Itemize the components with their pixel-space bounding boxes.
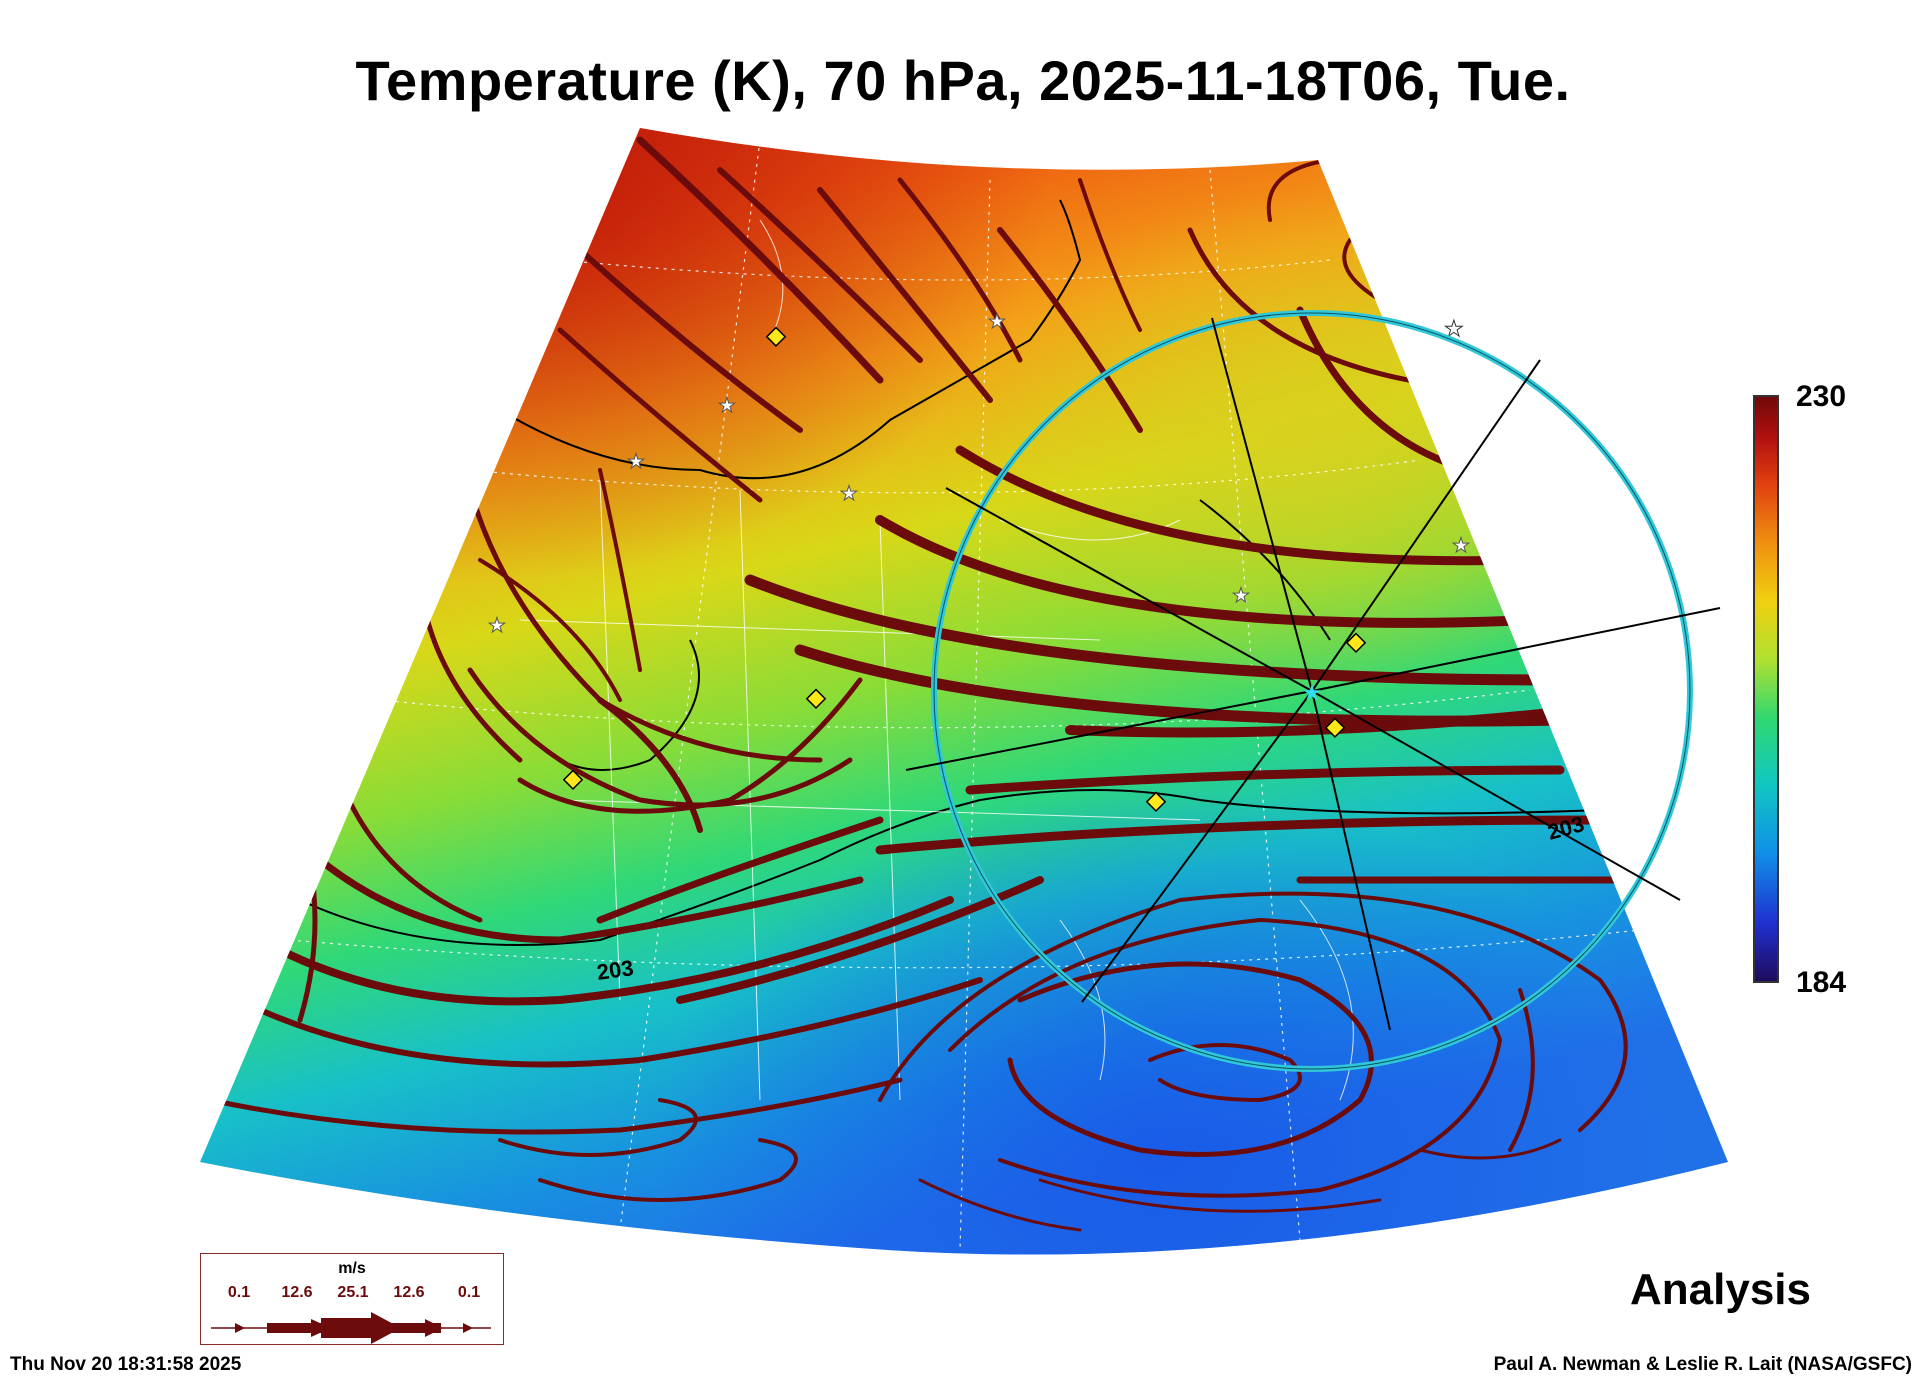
legend-value-5: 0.1 <box>457 1284 481 1301</box>
svg-text:★: ★ <box>988 311 1006 333</box>
map-title: Temperature (K), 70 hPa, 2025-11-18T06, … <box>355 49 1571 112</box>
svg-text:★: ★ <box>1444 316 1464 341</box>
colorbar-max-label: 230 <box>1796 380 1847 413</box>
colorbar-min-label: 184 <box>1796 966 1847 999</box>
credit: Paul A. Newman & Leslie R. Lait (NASA/GS… <box>1493 1354 1912 1375</box>
timestamp: Thu Nov 20 18:31:58 2025 <box>10 1354 242 1375</box>
legend-value-1: 0.1 <box>227 1284 251 1301</box>
temperature-field: 203 203 ★ ★ ★ ★ ★ ★ ★ <box>200 128 1728 1255</box>
ring-center-icon: ★ <box>1302 680 1322 705</box>
station-markers <box>562 326 1367 812</box>
legend-value-2: 12.6 <box>281 1284 313 1301</box>
svg-text:★: ★ <box>718 395 736 417</box>
legend-value-3: 25.1 <box>337 1284 369 1301</box>
svg-text:★: ★ <box>840 483 858 505</box>
colorbar <box>1753 395 1779 983</box>
legend-unit: m/s <box>338 1260 366 1277</box>
legend-value-4: 12.6 <box>393 1284 425 1301</box>
svg-text:★: ★ <box>1302 680 1322 705</box>
contour-label-southwest: 203 <box>595 955 635 985</box>
analysis-label: Analysis <box>1630 1265 1811 1314</box>
star-markers: ★ ★ ★ ★ ★ ★ ★ <box>488 311 1471 638</box>
svg-text:★: ★ <box>1232 585 1250 607</box>
svg-text:★: ★ <box>1452 535 1470 557</box>
legend-arrow-scale <box>211 1312 491 1344</box>
observation-ring <box>931 310 1693 1072</box>
wind-speed-legend: m/s 0.1 12.6 25.1 12.6 0.1 <box>200 1253 504 1345</box>
ring-spokes <box>905 317 1721 1031</box>
svg-text:★: ★ <box>488 615 506 637</box>
svg-text:★: ★ <box>627 451 645 473</box>
